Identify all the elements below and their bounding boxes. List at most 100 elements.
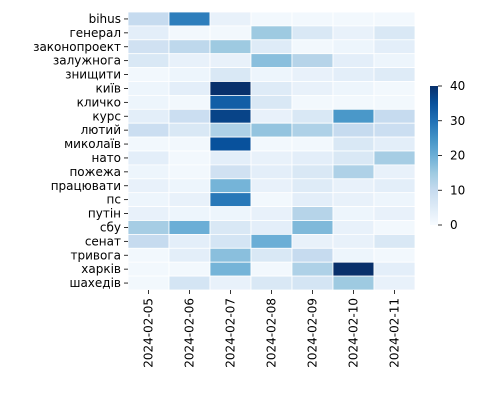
heatmap-cell xyxy=(127,81,170,96)
heatmap-cell xyxy=(291,122,334,138)
heatmap-cell xyxy=(168,136,211,152)
heatmap-cell xyxy=(373,122,416,138)
y-tick-label: шахедів xyxy=(69,276,121,290)
y-tick-label: тривога xyxy=(71,248,121,262)
heatmap-cell xyxy=(291,53,334,69)
y-tick-label: знищити xyxy=(65,68,121,82)
heatmap-cell xyxy=(332,53,375,69)
heatmap-cell xyxy=(250,150,293,166)
heatmap-cell xyxy=(373,136,416,152)
heatmap-cell xyxy=(127,11,170,27)
heatmap-cell xyxy=(373,53,416,69)
heatmap-cell xyxy=(373,233,416,249)
heatmap-cell xyxy=(209,136,252,152)
heatmap-cell xyxy=(250,108,293,124)
heatmap-cell xyxy=(291,178,334,194)
heatmap-cell xyxy=(373,67,416,82)
heatmap-cell xyxy=(291,95,334,110)
heatmap-cell xyxy=(332,164,375,180)
heatmap-cell xyxy=(332,247,375,263)
heatmap-cell xyxy=(250,122,293,138)
heatmap-cell xyxy=(250,206,293,221)
y-tick-label: сбу xyxy=(100,220,121,234)
heatmap-cell xyxy=(332,233,375,249)
heatmap-cell xyxy=(168,39,211,55)
colorbar-tick-label: 40 xyxy=(450,79,465,93)
x-tick-label: 2024-02-06 xyxy=(183,298,197,368)
heatmap-cell xyxy=(332,11,375,27)
heatmap-cell xyxy=(291,11,334,27)
heatmap-cell xyxy=(250,81,293,96)
heatmap-cell xyxy=(209,178,252,194)
heatmap-cell xyxy=(373,220,416,235)
heatmap-cell xyxy=(127,206,170,221)
x-tick-label: 2024-02-10 xyxy=(347,298,361,368)
heatmap-cell xyxy=(127,192,170,207)
heatmap-cell xyxy=(373,11,416,27)
y-tick-label: пс xyxy=(107,193,121,207)
heatmap-cell xyxy=(127,178,170,194)
y-tick-label: кличко xyxy=(77,95,121,109)
heatmap-cell xyxy=(127,164,170,180)
heatmap-cell xyxy=(168,192,211,207)
heatmap-cell xyxy=(373,206,416,221)
heatmap-cell xyxy=(373,108,416,124)
heatmap-cell xyxy=(332,192,375,207)
heatmap-cell xyxy=(127,275,170,291)
y-tick-label: генерал xyxy=(69,26,121,40)
heatmap-cell xyxy=(209,247,252,263)
heatmap-cell xyxy=(168,25,211,41)
heatmap-cell xyxy=(127,53,170,69)
heatmap-cell xyxy=(291,220,334,235)
heatmap-cell xyxy=(291,25,334,41)
heatmap-cell xyxy=(373,164,416,180)
y-tick-label: bihus xyxy=(89,12,121,26)
heatmap-cell xyxy=(291,164,334,180)
y-tick-label: путін xyxy=(88,207,121,221)
heatmap-cell xyxy=(168,220,211,235)
heatmap-cells xyxy=(127,11,416,291)
heatmap-cell xyxy=(168,67,211,82)
heatmap-cell xyxy=(332,275,375,291)
x-axis-labels: 2024-02-05 2024-02-06 2024-02-07 2024-02-08… xyxy=(142,290,402,368)
heatmap-cell xyxy=(209,233,252,249)
heatmap-cell xyxy=(250,233,293,249)
heatmap-cell xyxy=(291,136,334,152)
heatmap-cell xyxy=(209,261,252,277)
y-tick-label: законопроект xyxy=(33,40,121,54)
heatmap-cell xyxy=(209,192,252,207)
heatmap-cell xyxy=(168,233,211,249)
heatmap-cell xyxy=(168,95,211,110)
heatmap-cell xyxy=(127,220,170,235)
heatmap-cell xyxy=(332,25,375,41)
y-axis-labels: bihusгенералзаконопроектзалужногазнищити… xyxy=(33,12,128,290)
heatmap-cell xyxy=(168,164,211,180)
heatmap-cell xyxy=(127,108,170,124)
heatmap-cell xyxy=(332,150,375,166)
heatmap-cell xyxy=(373,39,416,55)
heatmap-cell xyxy=(127,261,170,277)
heatmap-cell xyxy=(332,178,375,194)
heatmap-cell xyxy=(291,108,334,124)
heatmap-cell xyxy=(209,81,252,96)
heatmap-cell xyxy=(209,150,252,166)
heatmap-cell xyxy=(332,220,375,235)
heatmap-cell xyxy=(291,275,334,291)
heatmap-cell xyxy=(291,206,334,221)
heatmap-cell xyxy=(127,233,170,249)
heatmap-cell xyxy=(332,136,375,152)
heatmap-cell xyxy=(332,81,375,96)
heatmap-cell xyxy=(209,206,252,221)
heatmap-cell xyxy=(209,164,252,180)
heatmap-cell xyxy=(250,164,293,180)
colorbar-tick-label: 0 xyxy=(450,218,458,232)
heatmap-cell xyxy=(168,108,211,124)
heatmap-cell xyxy=(127,136,170,152)
y-tick-label: харків xyxy=(81,262,121,276)
heatmap-cell xyxy=(168,178,211,194)
heatmap-cell xyxy=(127,67,170,82)
heatmap-cell xyxy=(332,39,375,55)
heatmap-cell xyxy=(209,11,252,27)
heatmap-cell xyxy=(373,150,416,166)
heatmap-cell xyxy=(168,261,211,277)
